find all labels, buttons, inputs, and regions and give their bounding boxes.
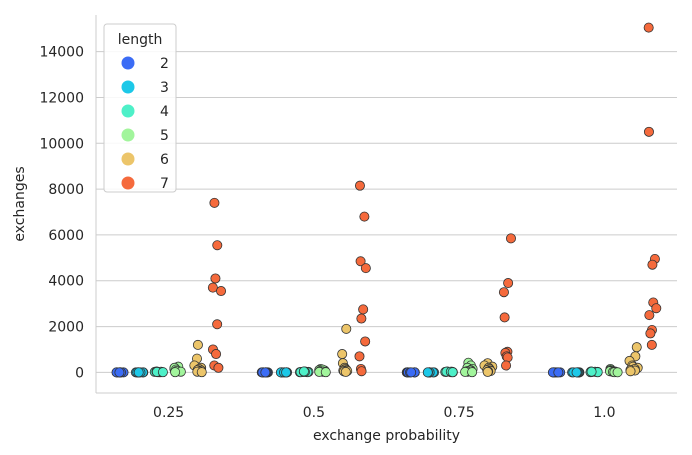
legend-box [103,23,177,193]
legend-marker [121,104,135,118]
data-point [643,126,654,137]
data-point [260,367,271,378]
data-point [210,273,221,284]
x-tick-label: 1.0 [593,405,615,421]
data-point [211,349,222,360]
data-point [360,263,371,274]
legend-title: length [118,32,163,48]
legend: length 2 3 4 5 6 7 [103,23,177,193]
data-point [320,367,331,378]
legend-label: 6 [160,152,169,168]
y-tick-label: 12000 [39,90,84,106]
gridlines [96,51,677,373]
data-point [501,360,512,371]
y-tick-label: 4000 [48,274,84,290]
data-point [340,366,351,377]
data-point [216,286,227,297]
data-point [645,328,656,339]
data-point [337,349,348,360]
data-point [196,367,207,378]
data-point [571,367,582,378]
y-tick-labels: 0 2000 4000 6000 8000 10000 12000 14000 [39,45,84,382]
legend-marker [121,80,135,94]
data-point [499,312,510,323]
legend-label: 5 [160,128,169,144]
legend-label: 7 [160,176,169,192]
data-point [631,342,642,353]
data-point [482,366,493,377]
y-tick-label: 10000 [39,136,84,152]
y-tick-label: 8000 [48,182,84,198]
data-point [114,367,125,378]
y-tick-label: 14000 [39,45,84,61]
data-point [502,352,513,363]
data-point [209,197,220,208]
data-point [355,256,366,267]
data-point [643,22,654,33]
data-point [447,367,458,378]
data-point [586,366,597,377]
data-point [354,351,365,362]
data-point [625,366,636,377]
y-tick-label: 6000 [48,228,84,244]
x-tick-label: 0.5 [303,405,325,421]
data-point [358,304,369,315]
data-point [498,287,509,298]
y-axis-label: exchanges [12,166,28,241]
legend-label: 3 [160,80,169,96]
data-point [354,180,365,191]
legend-label: 4 [160,104,169,120]
data-point [422,367,433,378]
x-tick-label: 0.25 [153,405,184,421]
data-point [170,367,181,378]
legend-marker [121,152,135,166]
data-point [192,339,203,350]
legend-marker [121,176,135,190]
data-point [356,366,367,377]
data-points [111,22,662,378]
data-point [553,367,564,378]
data-point [341,323,352,334]
data-point [505,233,516,244]
data-point [281,367,292,378]
data-point [612,367,623,378]
data-point [651,303,662,314]
data-point [646,339,657,350]
data-point [157,367,168,378]
y-tick-label: 2000 [48,320,84,336]
data-point [298,366,309,377]
data-point [359,211,370,222]
data-point [467,367,478,378]
data-point [133,367,144,378]
data-point [360,336,371,347]
legend-label: 2 [160,56,169,72]
x-tick-label: 0.75 [444,405,475,421]
legend-marker [121,128,135,142]
legend-marker [121,56,135,70]
y-tick-label: 0 [75,365,84,381]
data-point [406,367,417,378]
data-point [212,319,223,330]
data-point [503,278,514,289]
x-tick-labels: 0.25 0.5 0.75 1.0 [153,405,615,421]
plot-frame [95,15,677,394]
data-point [212,240,223,251]
data-point [644,310,655,321]
data-point [647,259,658,270]
x-axis-label: exchange probability [313,428,460,444]
data-point [356,313,367,324]
data-point [213,362,224,373]
